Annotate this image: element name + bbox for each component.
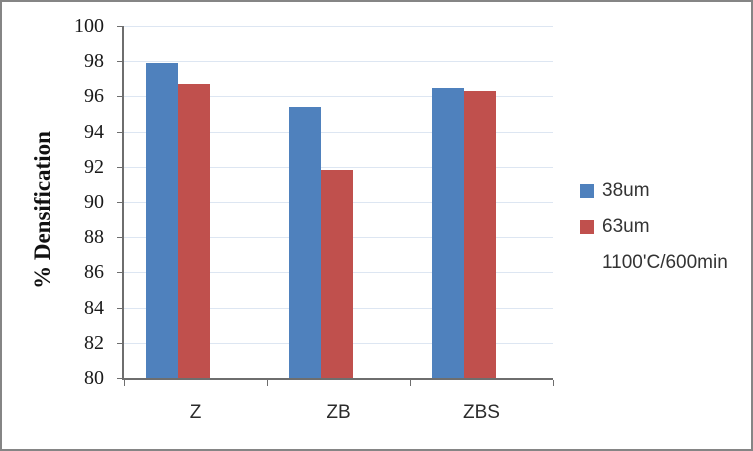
y-tick-label: 80 bbox=[84, 367, 104, 389]
y-tick-mark bbox=[117, 26, 124, 27]
y-tick-label: 88 bbox=[84, 226, 104, 248]
y-tick-mark bbox=[117, 272, 124, 273]
legend-swatch-63um bbox=[580, 220, 594, 234]
legend-annotation-text: 1100'C/600min bbox=[602, 252, 728, 273]
y-tick-mark bbox=[117, 132, 124, 133]
y-tick-mark bbox=[117, 378, 124, 379]
bar-38um-ZBS bbox=[432, 88, 464, 378]
y-tick-mark bbox=[117, 167, 124, 168]
y-tick-label: 96 bbox=[84, 85, 104, 107]
bar-38um-Z bbox=[146, 63, 178, 378]
y-tick-label: 94 bbox=[84, 121, 104, 143]
x-tick-mark bbox=[267, 380, 268, 386]
y-tick-mark bbox=[117, 61, 124, 62]
legend-item-63um: 63um bbox=[580, 216, 650, 238]
bar-38um-ZB bbox=[289, 107, 321, 378]
gridline bbox=[124, 61, 553, 62]
y-tick-mark bbox=[117, 202, 124, 203]
y-tick-mark bbox=[117, 237, 124, 238]
y-tick-mark bbox=[117, 96, 124, 97]
x-tick-mark bbox=[553, 380, 554, 386]
legend-swatch-38um bbox=[580, 184, 594, 198]
gridline bbox=[124, 132, 553, 133]
x-tick-mark bbox=[410, 380, 411, 386]
gridline bbox=[124, 167, 553, 168]
x-axis-line bbox=[122, 378, 553, 380]
gridline bbox=[124, 96, 553, 97]
gridline bbox=[124, 26, 553, 27]
y-tick-mark bbox=[117, 343, 124, 344]
legend-label: 38um bbox=[602, 180, 650, 201]
legend-item-38um: 38um bbox=[580, 180, 650, 202]
bar-63um-Z bbox=[178, 84, 210, 378]
y-tick-label: 84 bbox=[84, 297, 104, 319]
y-tick-label: 100 bbox=[74, 15, 104, 37]
y-tick-mark bbox=[117, 308, 124, 309]
y-tick-label: 82 bbox=[84, 332, 104, 354]
x-tick-mark bbox=[124, 380, 125, 386]
y-tick-label: 92 bbox=[84, 156, 104, 178]
y-axis-line bbox=[122, 26, 124, 380]
y-tick-label: 90 bbox=[84, 191, 104, 213]
category-label-ZBS: ZBS bbox=[463, 402, 500, 423]
category-label-Z: Z bbox=[189, 402, 202, 423]
legend-label: 63um bbox=[602, 216, 650, 237]
bar-63um-ZBS bbox=[464, 91, 496, 378]
y-tick-label: 98 bbox=[84, 50, 104, 72]
category-label-ZB: ZB bbox=[326, 402, 351, 423]
y-tick-label: 86 bbox=[84, 261, 104, 283]
legend-annotation: 1100'C/600min bbox=[580, 252, 728, 274]
bar-63um-ZB bbox=[321, 170, 353, 378]
